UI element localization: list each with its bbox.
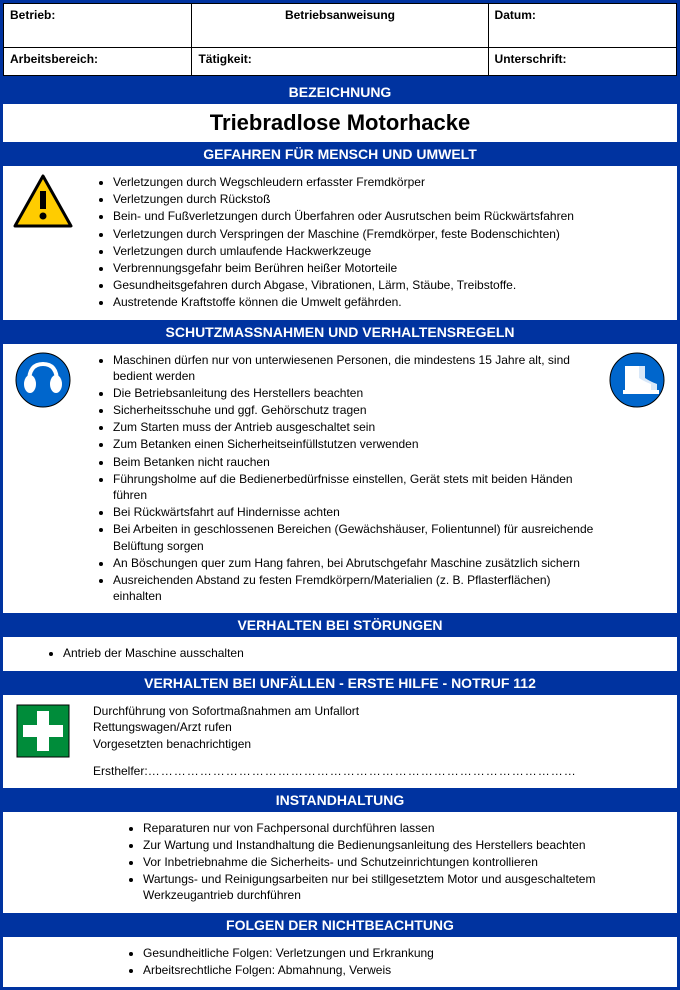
list-item: Die Betriebsanleitung des Herstellers be… [113,385,597,401]
doc-title: Betriebsanweisung [192,4,488,48]
list-item: Gesundheitsgefahren durch Abgase, Vibrat… [113,277,667,293]
list-item: Ausreichenden Abstand zu festen Fremdkör… [113,572,597,604]
list-item: An Böschungen quer zum Hang fahren, bei … [113,555,597,571]
list-item: Führungsholme auf die Bedienerbedürfniss… [113,471,597,503]
betrieb-label: Betrieb: [10,8,55,22]
section-header-schutz: SCHUTZMASSNAHMEN UND VERHALTENSREGELN [3,320,677,344]
instandhaltung-list: Reparaturen nur von Fachpersonal durchfü… [13,820,667,904]
folgen-list: Gesundheitliche Folgen: Verletzungen und… [13,945,667,978]
list-item: Arbeitsrechtliche Folgen: Abmahnung, Ver… [143,962,667,978]
section-body-unfaelle: Durchführung von Sofortmaßnahmen am Unfa… [3,695,677,788]
section-header-unfaelle: VERHALTEN BEI UNFÄLLEN - ERSTE HILFE - N… [3,671,677,695]
stoerungen-list: Antrieb der Maschine ausschalten [13,645,667,661]
list-item: Bei Rückwärtsfahrt auf Hindernisse achte… [113,504,597,520]
section-body-folgen: Gesundheitliche Folgen: Verletzungen und… [3,937,677,987]
list-item: Bein- und Fußverletzungen durch Überfahr… [113,208,667,224]
hearing-protection-icon [13,352,73,408]
section-header-stoerungen: VERHALTEN BEI STÖRUNGEN [3,613,677,637]
section-body-instandhaltung: Reparaturen nur von Fachpersonal durchfü… [3,812,677,913]
list-item: Zum Betanken einen Sicherheitseinfüllstu… [113,436,597,452]
section-body-gefahren: Verletzungen durch Wegschleudern erfasst… [3,166,677,320]
unterschrift-label: Unterschrift: [495,52,567,66]
list-item: Verletzungen durch Rückstoß [113,191,667,207]
taetigkeit-label: Tätigkeit: [198,52,251,66]
list-item: Maschinen dürfen nur von unterwiesenen P… [113,352,597,384]
section-header-instandhaltung: INSTANDHALTUNG [3,788,677,812]
list-item: Beim Betanken nicht rauchen [113,454,597,470]
list-item: Gesundheitliche Folgen: Verletzungen und… [143,945,667,961]
section-header-bezeichnung: BEZEICHNUNG [3,80,677,104]
list-item: Bei Arbeiten in geschlossenen Bereichen … [113,521,597,553]
header-table: Betrieb: Betriebsanweisung Datum: Arbeit… [3,3,677,76]
list-item: Wartungs- und Reinigungsarbeiten nur bei… [143,871,667,903]
datum-label: Datum: [495,8,536,22]
safety-boots-icon [607,352,667,408]
list-item: Reparaturen nur von Fachpersonal durchfü… [143,820,667,836]
list-item: Zum Starten muss der Antrieb ausgeschalt… [113,419,597,435]
list-item: Verletzungen durch umlaufende Hackwerkze… [113,243,667,259]
list-item: Verletzungen durch Verspringen der Masch… [113,226,667,242]
first-aid-icon [13,703,73,759]
list-item: Verletzungen durch Wegschleudern erfasst… [113,174,667,190]
warning-icon [13,174,73,229]
schutz-list: Maschinen dürfen nur von unterwiesenen P… [83,352,597,605]
list-item: Austretende Kraftstoffe können die Umwel… [113,294,667,310]
unfaelle-lines: Durchführung von Sofortmaßnahmen am Unfa… [83,703,667,780]
list-item: Sicherheitsschuhe und ggf. Gehörschutz t… [113,402,597,418]
section-body-stoerungen: Antrieb der Maschine ausschalten [3,637,677,670]
ersthelfer-label: Ersthelfer: [93,764,148,778]
bezeichnung-title: Triebradlose Motorhacke [3,104,677,142]
list-item: Verbrennungsgefahr beim Berühren heißer … [113,260,667,276]
section-header-gefahren: GEFAHREN FÜR MENSCH UND UMWELT [3,142,677,166]
text-line: Rettungswagen/Arzt rufen [93,719,667,736]
list-item: Vor Inbetriebnahme die Sicherheits- und … [143,854,667,870]
list-item: Antrieb der Maschine ausschalten [63,645,667,661]
text-line: Durchführung von Sofortmaßnahmen am Unfa… [93,703,667,720]
gefahren-list: Verletzungen durch Wegschleudern erfasst… [83,174,667,311]
page: MUSTER Betrieb: Betriebsanweisung Datum:… [0,0,680,990]
text-line: Vorgesetzten benachrichtigen [93,736,667,753]
arbeitsbereich-label: Arbeitsbereich: [10,52,98,66]
list-item: Zur Wartung und Instandhaltung die Bedie… [143,837,667,853]
section-body-schutz: Maschinen dürfen nur von unterwiesenen P… [3,344,677,614]
dotted-line: ……………………………………………………………………………………… [148,764,577,778]
